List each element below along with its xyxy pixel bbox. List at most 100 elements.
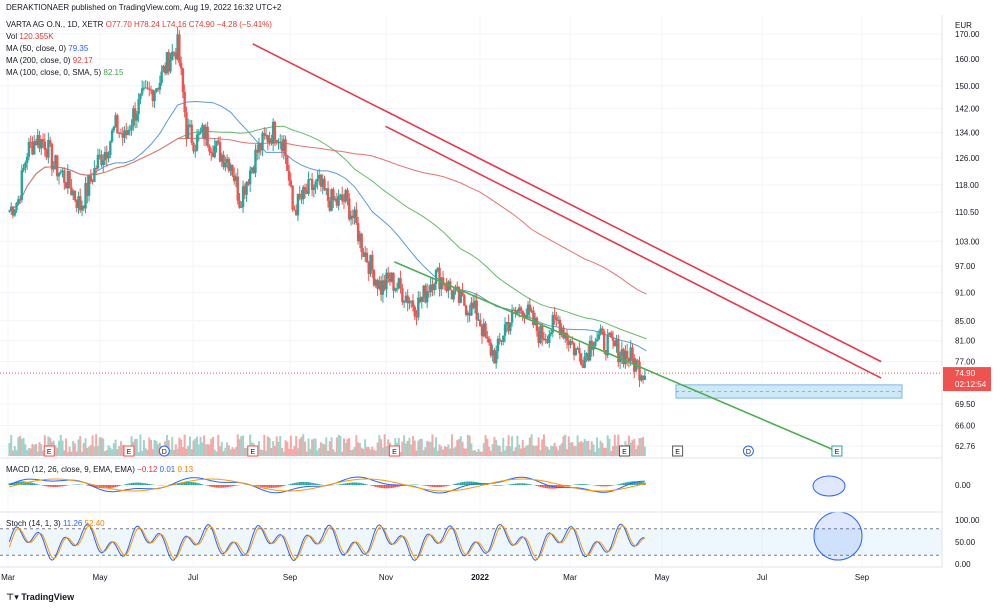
volume-bar [100, 437, 103, 456]
macd-histogram-bar [215, 485, 218, 488]
volume-bar [488, 446, 491, 456]
candle-body [588, 340, 592, 361]
volume-bar [319, 442, 322, 456]
candle-body [190, 124, 193, 143]
volume-bar [581, 442, 584, 456]
candle-body [61, 170, 64, 172]
macd-histogram-bar [143, 483, 145, 485]
volume-bar [381, 447, 384, 456]
candle-body [457, 287, 461, 303]
volume-bar [229, 449, 232, 456]
volume-bar [36, 451, 39, 456]
volume-bar [169, 449, 172, 456]
candle-body [579, 353, 583, 365]
price-tick: 142.00 [955, 104, 980, 113]
macd-histogram-bar [389, 485, 391, 489]
volume-bar [73, 443, 76, 456]
volume-bar [257, 441, 260, 456]
candle-body [333, 198, 337, 201]
candle-body [578, 348, 581, 354]
macd-histogram-bar [514, 483, 517, 485]
volume-bar [551, 446, 554, 456]
volume-bar [493, 436, 496, 456]
volume-bar [288, 448, 291, 456]
macd-histogram-bar [231, 485, 234, 487]
macd-histogram-bar [219, 485, 221, 488]
volume-bar [445, 446, 448, 456]
volume-bar [224, 447, 227, 456]
volume-bar [576, 435, 579, 456]
volume-bar [473, 450, 476, 456]
candle-body [45, 149, 48, 158]
candle-body [263, 133, 266, 136]
candle-body [270, 138, 273, 144]
candle-body [560, 327, 563, 335]
volume-bar [275, 436, 278, 456]
volume-bar [240, 436, 243, 456]
candle-body [174, 52, 178, 60]
volume-bar [374, 450, 377, 456]
macd-histogram-bar [192, 482, 195, 485]
candle-body [418, 297, 422, 302]
macd-histogram-bar [566, 485, 568, 487]
candle-body [305, 190, 308, 194]
volume-bar [72, 441, 75, 456]
macd-histogram-bar [638, 481, 641, 485]
price-tick: 134.00 [955, 128, 980, 137]
volume-bar [511, 436, 514, 456]
macd-histogram-bar [518, 483, 520, 485]
candle-body [63, 170, 66, 183]
volume-bar [596, 437, 599, 456]
candle-body [59, 171, 62, 173]
macd-histogram-bar [208, 485, 211, 487]
volume-bar [422, 449, 425, 456]
volume-bar [300, 436, 303, 456]
macd-histogram-bar [557, 485, 559, 489]
macd-histogram-bar [396, 485, 398, 488]
volume-bar [642, 437, 645, 456]
macd-histogram-bar [636, 481, 639, 485]
volume-bar [419, 439, 422, 456]
volume-bar [465, 448, 468, 456]
candle-body [317, 174, 321, 179]
candle-body [149, 89, 153, 91]
volume-bar [486, 438, 489, 456]
candle-body [167, 52, 170, 72]
macd-histogram-bar [180, 482, 182, 485]
candle-body [590, 340, 593, 350]
countdown-text: 02:12:54 [955, 380, 987, 389]
volume-bar [75, 451, 78, 456]
volume-bar [234, 447, 237, 456]
macd-histogram-bar [146, 483, 149, 485]
volume-bar [479, 451, 482, 456]
candle-body [517, 307, 521, 312]
volume-bar [574, 446, 577, 456]
candle-body [86, 183, 89, 196]
candle-body [537, 331, 540, 344]
candle-body [27, 141, 31, 157]
macd-histogram-bar [626, 482, 628, 485]
volume-bar [22, 437, 25, 456]
macd-histogram-bar [429, 485, 432, 487]
volume-bar [636, 445, 639, 456]
volume-bar [411, 436, 414, 456]
volume-bar [112, 443, 115, 456]
tv-logo-icon: ⊤▾ [6, 592, 19, 602]
volume-bar [527, 444, 530, 456]
candle-body [325, 188, 328, 191]
volume-bar [206, 443, 209, 456]
macd-histogram-bar [132, 482, 135, 485]
candle-body [443, 284, 447, 286]
volume-bar [197, 444, 200, 456]
macd-histogram-bar [54, 485, 57, 488]
volume-bar [590, 441, 593, 456]
macd-histogram-bar [585, 484, 588, 485]
candle-body [473, 300, 477, 308]
volume-bar [102, 438, 105, 456]
volume-bar [33, 444, 36, 456]
volume-bar [472, 450, 475, 456]
candle-body [165, 52, 169, 74]
volume-bar [174, 444, 177, 456]
candle-body [314, 181, 317, 188]
macd-histogram-bar [213, 485, 216, 488]
